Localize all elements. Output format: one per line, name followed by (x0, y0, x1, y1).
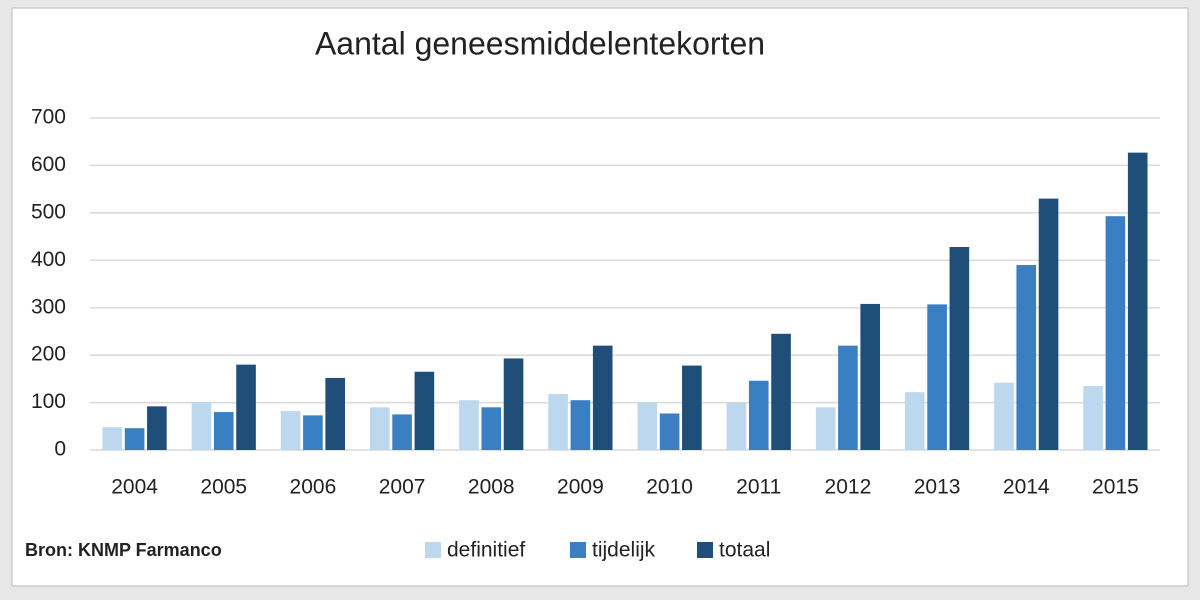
bar (459, 400, 479, 450)
bar (838, 345, 858, 450)
bar (303, 415, 323, 450)
bar (771, 333, 791, 450)
bar (102, 427, 123, 450)
bar (927, 304, 947, 450)
bar (659, 413, 680, 450)
y-tick-label: 500 (31, 200, 66, 223)
y-tick-label: 200 (31, 343, 66, 366)
bar (815, 407, 836, 450)
bar (280, 411, 301, 450)
legend-swatch (425, 542, 441, 558)
bar (1038, 198, 1059, 450)
y-tick-label: 600 (31, 153, 66, 176)
x-tick-label: 2009 (557, 476, 604, 499)
y-tick-label: 0 (54, 438, 66, 461)
bar (1083, 385, 1103, 450)
bar (592, 345, 613, 450)
x-tick-label: 2015 (1092, 476, 1139, 499)
bar (236, 364, 256, 450)
bar (682, 365, 702, 450)
bar (949, 247, 970, 450)
bar (124, 428, 145, 450)
x-tick-label: 2005 (200, 476, 247, 499)
bar (369, 407, 390, 450)
x-tick-label: 2008 (468, 476, 515, 499)
bar (637, 402, 658, 450)
legend-label: definitief (447, 539, 525, 562)
y-tick-label: 400 (31, 248, 66, 271)
legend-label: totaal (719, 539, 770, 562)
bar (1127, 152, 1148, 450)
bar (1105, 216, 1126, 450)
bar (994, 382, 1014, 450)
bar (503, 358, 524, 450)
bar (860, 303, 881, 450)
x-tick-label: 2012 (825, 476, 872, 499)
source: Bron: KNMP Farmanco (25, 540, 222, 560)
bar (570, 400, 591, 450)
bar (191, 402, 212, 450)
chart-title: Aantal geneesmiddelentekorten (315, 25, 765, 61)
bar (147, 406, 167, 450)
x-tick-label: 2010 (646, 476, 693, 499)
x-tick-label: 2004 (111, 476, 158, 499)
legend-swatch (570, 542, 586, 558)
y-tick-label: 100 (31, 390, 66, 413)
bar (213, 412, 234, 450)
bar (726, 402, 747, 450)
x-tick-label: 2007 (379, 476, 426, 499)
bar (904, 392, 925, 450)
bar (392, 414, 412, 450)
y-tick-label: 700 (31, 106, 66, 129)
panel (11, 7, 1189, 587)
bar (414, 371, 435, 450)
legend-swatch (697, 542, 713, 558)
y-tick-label: 300 (31, 295, 66, 318)
bar (748, 380, 769, 450)
legend-label: tijdelijk (592, 539, 656, 562)
bar (1016, 265, 1037, 450)
bar (481, 407, 502, 450)
x-tick-label: 2014 (1003, 476, 1050, 499)
x-tick-label: 2006 (290, 476, 337, 499)
x-tick-label: 2013 (914, 476, 961, 499)
bar (325, 377, 346, 450)
bar (548, 394, 568, 450)
x-tick-label: 2011 (736, 476, 781, 499)
